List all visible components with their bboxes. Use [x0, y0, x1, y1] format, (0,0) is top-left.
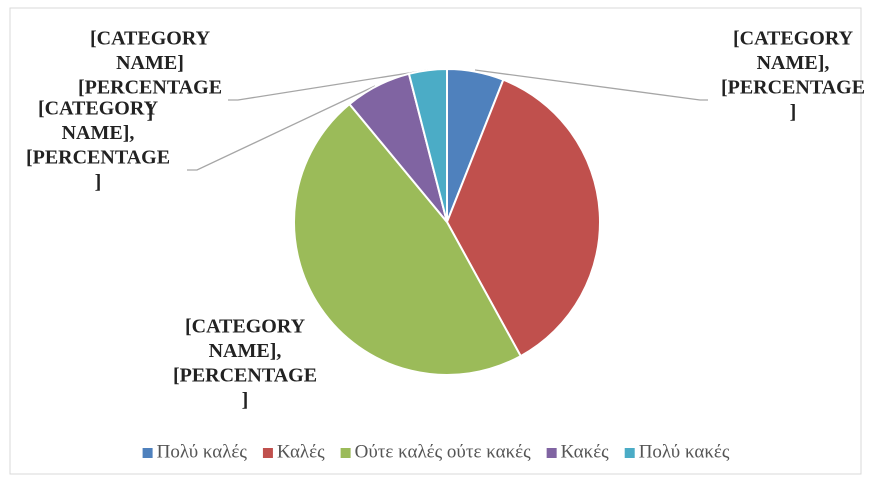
legend-label: Κακές: [561, 441, 610, 462]
legend-marker: [262, 448, 273, 458]
data-label: NAME]: [116, 52, 184, 74]
data-label: NAME],: [757, 52, 830, 74]
data-label: [PERCENTAGE: [721, 77, 865, 99]
legend-marker: [624, 448, 635, 458]
data-label: ]: [790, 101, 797, 123]
data-label: NAME],: [62, 122, 135, 144]
legend: Πολύ καλές Καλές Ούτε καλές ούτε κακές Κακέ…: [142, 441, 730, 462]
legend-label: Πολύ καλές: [157, 441, 248, 462]
leader-lines: [187, 69, 708, 171]
data-label: NAME],: [209, 340, 282, 362]
pie-slice: [445, 78, 601, 358]
data-label: ]: [147, 101, 154, 123]
leader-line: [474, 69, 708, 101]
legend-label: Πολύ κακές: [639, 441, 730, 462]
leader-line: [187, 85, 376, 171]
leader-line: [228, 69, 429, 101]
legend-marker: [340, 448, 351, 458]
data-label: [PERCENTAGE: [173, 365, 317, 387]
data-label: [PERCENTAGE: [26, 147, 170, 169]
pie-slice: [293, 102, 523, 376]
data-label: ]: [242, 389, 249, 411]
data-label: [CATEGORY: [90, 28, 211, 50]
data-label: ]: [95, 171, 102, 193]
data-label: [CATEGORY: [38, 98, 159, 120]
legend-marker: [546, 448, 557, 458]
pie-slice: [407, 67, 448, 223]
data-label: [CATEGORY: [185, 316, 306, 338]
legend-label: Καλές: [277, 441, 325, 462]
legend-label: Ούτε καλές ούτε κακές: [355, 441, 532, 462]
data-label: [PERCENTAGE: [78, 77, 222, 99]
data-label: [CATEGORY: [733, 28, 854, 50]
legend-marker: [142, 448, 153, 458]
